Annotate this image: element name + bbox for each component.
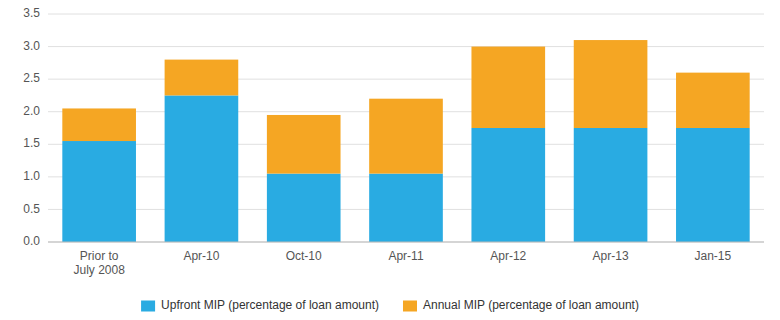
legend-swatch [141,301,155,312]
x-tick-label-line: Apr-13 [593,249,629,263]
bar [267,115,341,174]
x-tick-label: Jan-15 [695,249,732,263]
x-tick-label-line: Prior to [80,249,119,263]
x-tick-label-line: Oct-10 [286,249,322,263]
x-tick-label: Prior toJuly 2008 [73,249,125,277]
y-tick-label: 1.5 [23,136,40,150]
chart: 0.0 0.5 1.0 1.5 2.0 2.5 3.0 3.5 Prior toJuly 200… [0,0,780,320]
series-1 [62,40,749,174]
bar [62,108,136,141]
x-tick-label-line: Apr-12 [490,249,526,263]
y-tick-label: 0.5 [23,202,40,216]
x-tick-label-line: July 2008 [73,263,125,277]
y-tick-label: 2.5 [23,71,40,85]
bar [369,99,443,174]
bar [676,128,750,242]
x-tick-label: Oct-10 [286,249,322,263]
legend-swatch [403,301,417,312]
legend-item: Upfront MIP (percentage of loan amount) [141,298,379,312]
y-tick-label: 2.0 [23,104,40,118]
x-tick-label-line: Apr-10 [183,249,219,263]
x-tick-label: Apr-12 [490,249,526,263]
grid [48,14,764,242]
bar [369,174,443,242]
grid-line [48,46,764,47]
legend: Upfront MIP (percentage of loan amount) A… [141,298,639,312]
y-axis: 0.0 0.5 1.0 1.5 2.0 2.5 3.0 3.5 [23,6,40,248]
y-tick-label: 1.0 [23,169,40,183]
bar [471,47,545,128]
legend-item: Annual MIP (percentage of loan amount) [403,298,639,312]
bar [165,60,239,96]
x-tick-label-line: Apr-11 [388,249,423,263]
x-tick-label: Apr-11 [388,249,423,263]
y-tick-label: 3.5 [23,6,40,20]
x-axis: Prior toJuly 2008 Apr-10 Oct-10 Apr-11 Apr-1… [73,249,731,277]
x-tick-label: Apr-10 [183,249,219,263]
grid-line [48,14,764,15]
x-tick-label-line: Jan-15 [695,249,732,263]
grid-line [48,79,764,80]
bar [62,141,136,242]
bar [165,95,239,242]
y-tick-label: 3.0 [23,39,40,53]
page: {"chart_data": {"type": "bar", "stacked"… [0,0,780,320]
x-tick-label: Apr-13 [593,249,629,263]
bar [676,73,750,128]
bar [574,40,648,128]
grid-line [48,242,764,243]
bar [471,128,545,242]
y-tick-label: 0.0 [23,234,40,248]
legend-label: Annual MIP (percentage of loan amount) [423,298,639,312]
bar [574,128,648,242]
x-axis-line [48,242,764,243]
bar [267,174,341,242]
bars [62,40,749,242]
legend-label: Upfront MIP (percentage of loan amount) [161,298,379,312]
